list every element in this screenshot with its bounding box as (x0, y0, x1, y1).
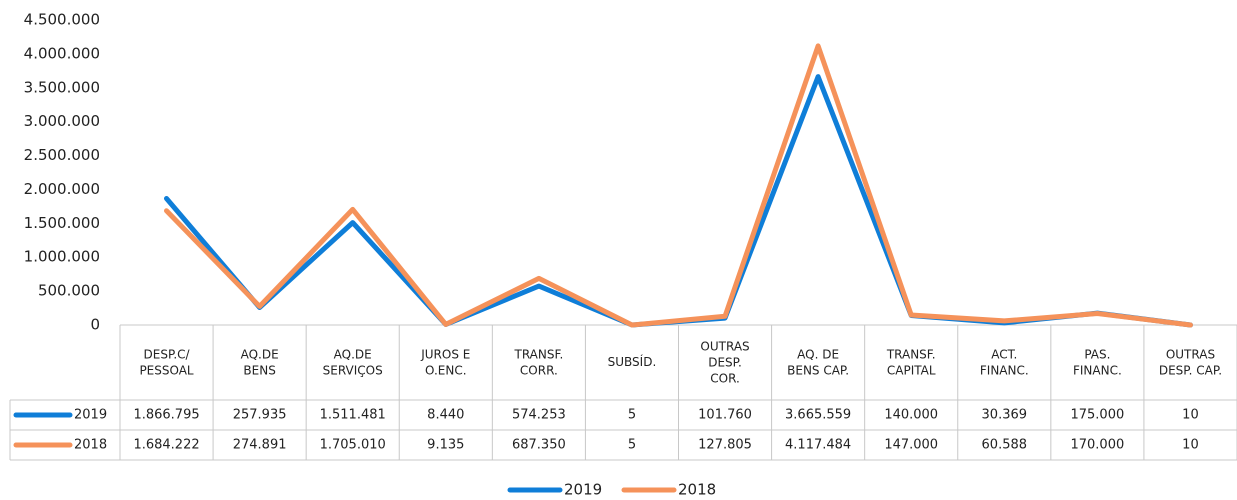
category-label: AQ. DE BENS CAP. (787, 347, 849, 377)
y-tick-label: 1.000.000 (24, 248, 100, 266)
value-label: 8.440 (427, 408, 464, 423)
value-label: 1.866.795 (133, 408, 199, 423)
y-tick-label: 4.000.000 (24, 44, 100, 62)
value-label: 170.000 (1070, 438, 1124, 453)
category-label: JUROS E O.ENC. (420, 347, 470, 377)
value-label: 10 (1182, 408, 1199, 423)
category-label: AQ.DE SERVIÇOS (323, 347, 383, 377)
y-tick-label: 3.500.000 (24, 78, 100, 96)
y-tick-label: 1.500.000 (24, 214, 100, 232)
value-label: 60.588 (982, 438, 1028, 453)
category-label: ACT. FINANC. (980, 347, 1029, 377)
series-line (164, 43, 1193, 328)
y-tick-label: 500.000 (38, 282, 100, 300)
value-label: 574.253 (512, 408, 566, 423)
value-label: 175.000 (1070, 408, 1124, 423)
legend-label: 2019 (74, 408, 107, 423)
value-label: 1.511.481 (320, 408, 386, 423)
category-label: AQ.DE BENS (241, 347, 279, 377)
y-tick-label: 3.000.000 (24, 112, 100, 130)
value-label: 140.000 (884, 408, 938, 423)
y-tick-label: 2.000.000 (24, 180, 100, 198)
value-label: 257.935 (233, 408, 287, 423)
category-label: TRANSF. CORR. (513, 347, 563, 377)
series-line (164, 74, 1193, 328)
value-label: 30.369 (982, 408, 1028, 423)
value-label: 9.135 (427, 438, 464, 453)
category-label: SUBSÍD. (608, 354, 657, 369)
value-label: 101.760 (698, 408, 752, 423)
y-tick-label: 4.500.000 (24, 11, 100, 29)
value-label: 147.000 (884, 438, 938, 453)
value-label: 687.350 (512, 438, 566, 453)
y-tick-label: 0 (90, 316, 100, 334)
value-label: 10 (1182, 438, 1199, 453)
value-label: 127.805 (698, 438, 752, 453)
y-tick-label: 2.500.000 (24, 146, 100, 164)
value-label: 5 (628, 438, 636, 453)
value-label: 4.117.484 (785, 438, 851, 453)
category-label: PAS. FINANC. (1073, 347, 1122, 377)
category-label: OUTRAS DESP. COR. (700, 339, 749, 385)
category-label: DESP.C/PESSOAL (139, 347, 193, 377)
legend-label: 2018 (74, 438, 107, 453)
value-label: 3.665.559 (785, 408, 851, 423)
legend-label: 2019 (564, 481, 602, 499)
value-label: 1.684.222 (133, 438, 199, 453)
value-label: 274.891 (233, 438, 287, 453)
legend-label: 2018 (678, 481, 716, 499)
category-label: TRANSF. CAPITAL (886, 347, 936, 377)
category-label: OUTRAS DESP. CAP. (1159, 347, 1222, 377)
value-label: 5 (628, 408, 636, 423)
value-label: 1.705.010 (320, 438, 386, 453)
